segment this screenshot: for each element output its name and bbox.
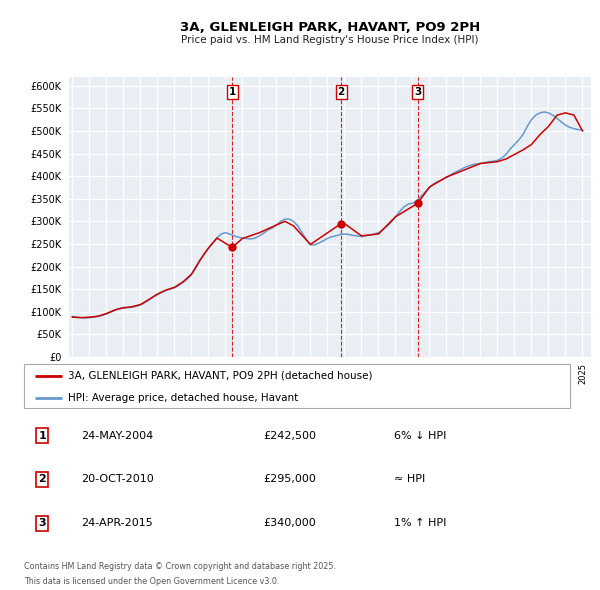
Text: 2: 2: [337, 87, 344, 97]
Text: HPI: Average price, detached house, Havant: HPI: Average price, detached house, Hava…: [68, 393, 298, 402]
Text: 3: 3: [38, 518, 46, 528]
Text: 3A, GLENLEIGH PARK, HAVANT, PO9 2PH (detached house): 3A, GLENLEIGH PARK, HAVANT, PO9 2PH (det…: [68, 371, 372, 381]
Text: 1: 1: [229, 87, 236, 97]
Text: 24-MAY-2004: 24-MAY-2004: [81, 431, 153, 441]
Text: £295,000: £295,000: [263, 474, 316, 484]
Text: Price paid vs. HM Land Registry's House Price Index (HPI): Price paid vs. HM Land Registry's House …: [181, 35, 479, 45]
Text: 1% ↑ HPI: 1% ↑ HPI: [395, 518, 447, 528]
Text: £340,000: £340,000: [263, 518, 316, 528]
Text: ≈ HPI: ≈ HPI: [395, 474, 426, 484]
Text: Contains HM Land Registry data © Crown copyright and database right 2025.: Contains HM Land Registry data © Crown c…: [24, 562, 336, 571]
Text: This data is licensed under the Open Government Licence v3.0.: This data is licensed under the Open Gov…: [24, 577, 280, 586]
Text: 24-APR-2015: 24-APR-2015: [81, 518, 153, 528]
Text: 3A, GLENLEIGH PARK, HAVANT, PO9 2PH: 3A, GLENLEIGH PARK, HAVANT, PO9 2PH: [180, 21, 480, 34]
Text: £242,500: £242,500: [263, 431, 316, 441]
Text: 3: 3: [414, 87, 421, 97]
Text: 1: 1: [38, 431, 46, 441]
Text: 6% ↓ HPI: 6% ↓ HPI: [395, 431, 447, 441]
Text: 20-OCT-2010: 20-OCT-2010: [81, 474, 154, 484]
Text: 2: 2: [38, 474, 46, 484]
